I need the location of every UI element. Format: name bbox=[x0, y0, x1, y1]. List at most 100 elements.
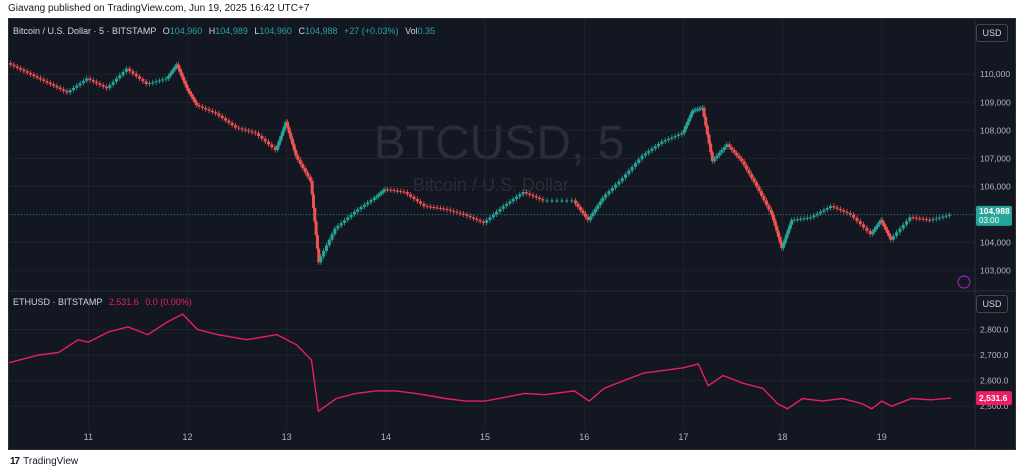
btc-candle-body bbox=[501, 206, 505, 209]
btc-candle-body bbox=[689, 114, 693, 119]
btc-candle-body bbox=[607, 191, 611, 195]
btc-candle-body bbox=[858, 221, 862, 225]
btc-candle-body bbox=[128, 68, 132, 72]
btc-candle-body bbox=[550, 200, 554, 202]
open-label: O bbox=[162, 26, 170, 36]
footer: 17 TradingView bbox=[10, 456, 78, 467]
eth-change: 0.0 (0.00%) bbox=[145, 297, 192, 307]
btc-candle-body bbox=[386, 189, 390, 191]
btc-candle-body bbox=[508, 201, 512, 204]
btc-candle-body bbox=[308, 176, 312, 181]
eth-y-tick: 2,600.0 bbox=[980, 376, 1009, 386]
x-tick-label: 14 bbox=[381, 432, 391, 442]
btc-candle-body bbox=[865, 227, 869, 231]
btc-candle-body bbox=[75, 85, 79, 88]
btc-y-tick: 107,000 bbox=[980, 153, 1011, 163]
btc-candle-body bbox=[279, 135, 283, 141]
btc-candle-body bbox=[495, 211, 499, 215]
btc-candle-body bbox=[633, 163, 637, 167]
btc-candle-body bbox=[657, 143, 661, 147]
x-tick-label: 17 bbox=[678, 432, 688, 442]
btc-candle-body bbox=[175, 64, 179, 67]
btc-candle-body bbox=[886, 229, 890, 234]
btc-candle-body bbox=[684, 125, 688, 130]
btc-candle-body bbox=[181, 76, 185, 81]
btc-candle-body bbox=[207, 109, 211, 111]
btc-candle-body bbox=[488, 217, 492, 221]
btc-candle-body bbox=[604, 194, 608, 198]
high-label: H bbox=[208, 26, 216, 36]
btc-candle-body bbox=[233, 125, 237, 128]
btc-candle-body bbox=[372, 197, 376, 200]
btc-candle-body bbox=[12, 64, 16, 67]
watermark-name: Bitcoin / U.S. Dollar bbox=[413, 175, 569, 195]
btc-candle-body bbox=[197, 105, 201, 107]
btc-candle-body bbox=[673, 135, 677, 138]
btc-candle-body bbox=[593, 208, 597, 213]
btc-y-tick: 108,000 bbox=[980, 125, 1011, 135]
btc-candle-body bbox=[862, 224, 866, 228]
currency-button-eth[interactable]: USD bbox=[976, 295, 1008, 313]
btc-candle-body bbox=[273, 147, 277, 150]
btc-candle-body bbox=[220, 115, 224, 119]
btc-candle-body bbox=[825, 207, 829, 210]
btc-candle-body bbox=[924, 219, 928, 221]
btc-candle-body bbox=[383, 189, 387, 191]
btc-candle-body bbox=[874, 227, 878, 230]
btc-candle-body bbox=[257, 133, 261, 136]
chart-background bbox=[9, 19, 1015, 449]
eth-series-line bbox=[9, 313, 952, 413]
btc-candle-body bbox=[282, 126, 286, 132]
btc-candle-body bbox=[419, 201, 423, 204]
btc-candle-body bbox=[455, 211, 459, 213]
btc-candle-body bbox=[45, 81, 49, 83]
btc-candle-body bbox=[835, 207, 839, 209]
btc-candle-body bbox=[764, 200, 768, 206]
btc-candle-body bbox=[81, 80, 85, 84]
btc-candle-body bbox=[185, 84, 189, 89]
btc-candle-body bbox=[171, 69, 175, 72]
btc-candle-body bbox=[687, 118, 691, 122]
btc-candle-body bbox=[776, 231, 780, 237]
btc-candle-body bbox=[68, 90, 72, 93]
btc-candle-body bbox=[465, 214, 469, 216]
btc-candle-body bbox=[934, 218, 938, 220]
btc-y-tick: 104,000 bbox=[980, 238, 1011, 248]
btc-candle-body bbox=[578, 207, 582, 211]
btc-candle-body bbox=[643, 153, 647, 156]
btc-candle-body bbox=[445, 208, 449, 210]
btc-candle-body bbox=[435, 207, 439, 209]
btc-candle-body bbox=[144, 81, 148, 85]
btc-candle-body bbox=[356, 209, 360, 212]
low-label: L bbox=[254, 26, 260, 36]
btc-candle-body bbox=[319, 256, 323, 263]
btc-candle-body bbox=[660, 141, 664, 144]
btc-candle-body bbox=[88, 78, 92, 81]
btc-candle-body bbox=[432, 207, 436, 209]
currency-button-main[interactable]: USD bbox=[976, 24, 1008, 42]
tradingview-logo-icon: 17 bbox=[10, 456, 20, 467]
btc-candle-body bbox=[620, 178, 624, 182]
btc-candle-body bbox=[141, 78, 145, 82]
watermark-symbol: BTCUSD, 5 bbox=[374, 117, 625, 170]
btc-candle-body bbox=[778, 236, 782, 243]
btc-y-tick: 110,000 bbox=[980, 69, 1010, 79]
btc-candle-body bbox=[887, 233, 891, 237]
btc-candle-body bbox=[944, 215, 948, 217]
btc-candle-body bbox=[792, 219, 796, 221]
btc-candle-body bbox=[712, 158, 716, 162]
btc-candle-body bbox=[653, 146, 657, 149]
btc-candle-body bbox=[468, 215, 472, 218]
btc-candle-body bbox=[829, 206, 833, 208]
btc-candle-body bbox=[918, 218, 922, 220]
btc-candle-body bbox=[475, 218, 479, 221]
chart-svg[interactable]: BTCUSD, 5 Bitcoin / U.S. Dollar 110,000 109… bbox=[9, 19, 1015, 449]
btc-candle-body bbox=[855, 217, 859, 222]
chart-frame[interactable]: BTCUSD, 5 Bitcoin / U.S. Dollar 110,000 109… bbox=[8, 18, 1016, 450]
btc-candle-body bbox=[380, 192, 384, 194]
btc-candle-body bbox=[284, 121, 288, 127]
btc-candle-body bbox=[243, 129, 247, 131]
btc-candle-body bbox=[378, 193, 382, 195]
btc-candle-body bbox=[931, 219, 935, 221]
btc-y-tick: 106,000 bbox=[980, 181, 1011, 191]
